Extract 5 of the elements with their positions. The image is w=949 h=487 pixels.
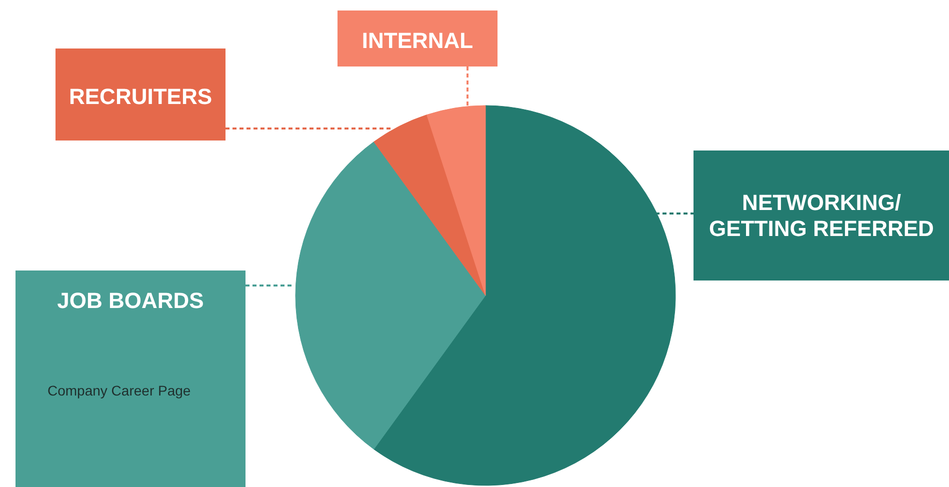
- slice-label: NETWORKING/ GETTING REFERRED: [709, 190, 934, 241]
- slice-label: RECRUITERS: [68, 84, 212, 109]
- slice-label: INTERNAL: [362, 28, 474, 53]
- legend-label: JOB BOARDS: [57, 288, 204, 313]
- text: Company Career Page: [48, 382, 191, 398]
